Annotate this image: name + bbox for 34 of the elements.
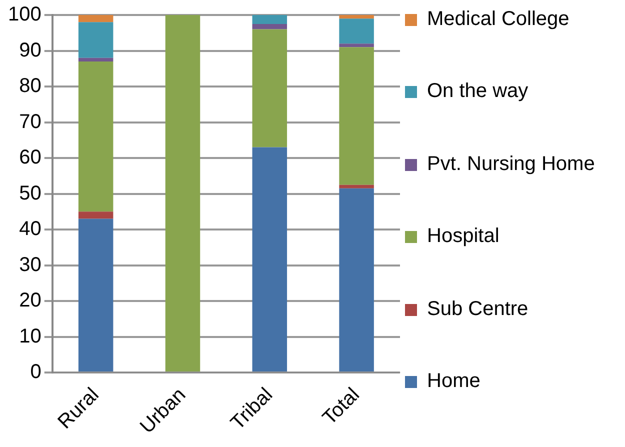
legend-label: Hospital — [427, 225, 500, 248]
bar — [339, 44, 374, 48]
legend-label: Sub Centre — [427, 298, 528, 321]
y-tick-label: 60 — [19, 146, 42, 169]
bar — [78, 22, 114, 58]
legend-label: On the way — [427, 80, 528, 104]
bar — [252, 15, 288, 24]
bar — [252, 29, 288, 148]
bar — [339, 15, 374, 19]
bar — [78, 15, 114, 22]
bar — [252, 24, 288, 30]
bar — [339, 18, 374, 44]
bar — [78, 218, 114, 372]
y-tick-label: 50 — [19, 182, 42, 204]
bar — [78, 212, 114, 219]
y-tick-label: 0 — [30, 361, 42, 384]
bar — [78, 58, 114, 62]
y-tick-label: 90 — [19, 39, 42, 62]
bar — [339, 188, 374, 372]
bar — [165, 15, 200, 372]
y-tick-label: 70 — [19, 110, 42, 133]
legend-label: Home — [427, 370, 480, 393]
bar — [339, 184, 374, 188]
legend-label: Pvt. Nursing Home — [427, 152, 595, 176]
bar — [78, 61, 114, 212]
y-tick-label: 20 — [19, 290, 42, 312]
y-tick-label: 40 — [19, 218, 42, 240]
y-tick-label: 10 — [19, 325, 42, 348]
y-tick-label: 80 — [19, 75, 42, 98]
y-tick-label: 100 — [8, 4, 42, 26]
y-tick-label: 30 — [19, 254, 42, 276]
bar — [252, 147, 288, 372]
legend-label: Medical College — [427, 8, 570, 31]
bar — [339, 47, 374, 185]
